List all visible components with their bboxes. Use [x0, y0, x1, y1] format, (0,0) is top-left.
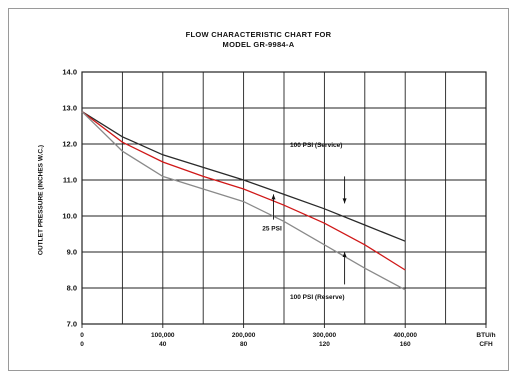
annotation-arrowhead	[271, 194, 276, 200]
x-tick-label-cfh: 80	[240, 341, 248, 348]
series-annotation: 25 PSI	[262, 225, 282, 232]
x-tick-label-cfh: CFH	[479, 341, 493, 348]
x-tick-label: BTU/h	[476, 332, 495, 339]
y-tick-label: 14.0	[62, 68, 77, 77]
chart-frame	[8, 8, 509, 371]
series-annotation: 100 PSI (Service)	[290, 142, 342, 149]
y-tick-label: 9.0	[67, 248, 77, 257]
x-tick-label-cfh: 0	[80, 341, 84, 348]
y-tick-label: 11.0	[63, 176, 77, 185]
chart-title: FLOW CHARACTERISTIC CHART FOR	[185, 30, 332, 39]
series-annotation: 100 PSI (Reserve)	[290, 294, 345, 301]
x-tick-label: 0	[80, 332, 84, 339]
y-tick-label: 12.0	[62, 140, 77, 149]
annotation-arrowhead	[342, 252, 347, 257]
y-tick-label: 7.0	[67, 320, 77, 329]
x-tick-label-cfh: 120	[319, 341, 330, 348]
series-line	[81, 111, 406, 242]
series-line	[81, 111, 406, 291]
chart-subtitle: MODEL GR-9984-A	[222, 40, 295, 49]
series-line	[81, 111, 406, 271]
x-tick-label: 100,000	[151, 332, 175, 339]
x-tick-label-cfh: 160	[400, 341, 411, 348]
y-tick-label: 13.0	[62, 104, 77, 113]
annotation-arrowhead	[342, 198, 347, 204]
y-tick-label: 8.0	[67, 284, 77, 293]
x-tick-label-cfh: 40	[159, 341, 167, 348]
x-tick-label: 400,000	[393, 332, 417, 339]
x-tick-label: 300,000	[313, 332, 337, 339]
x-tick-label: 200,000	[232, 332, 256, 339]
y-tick-label: 10.0	[62, 212, 77, 221]
